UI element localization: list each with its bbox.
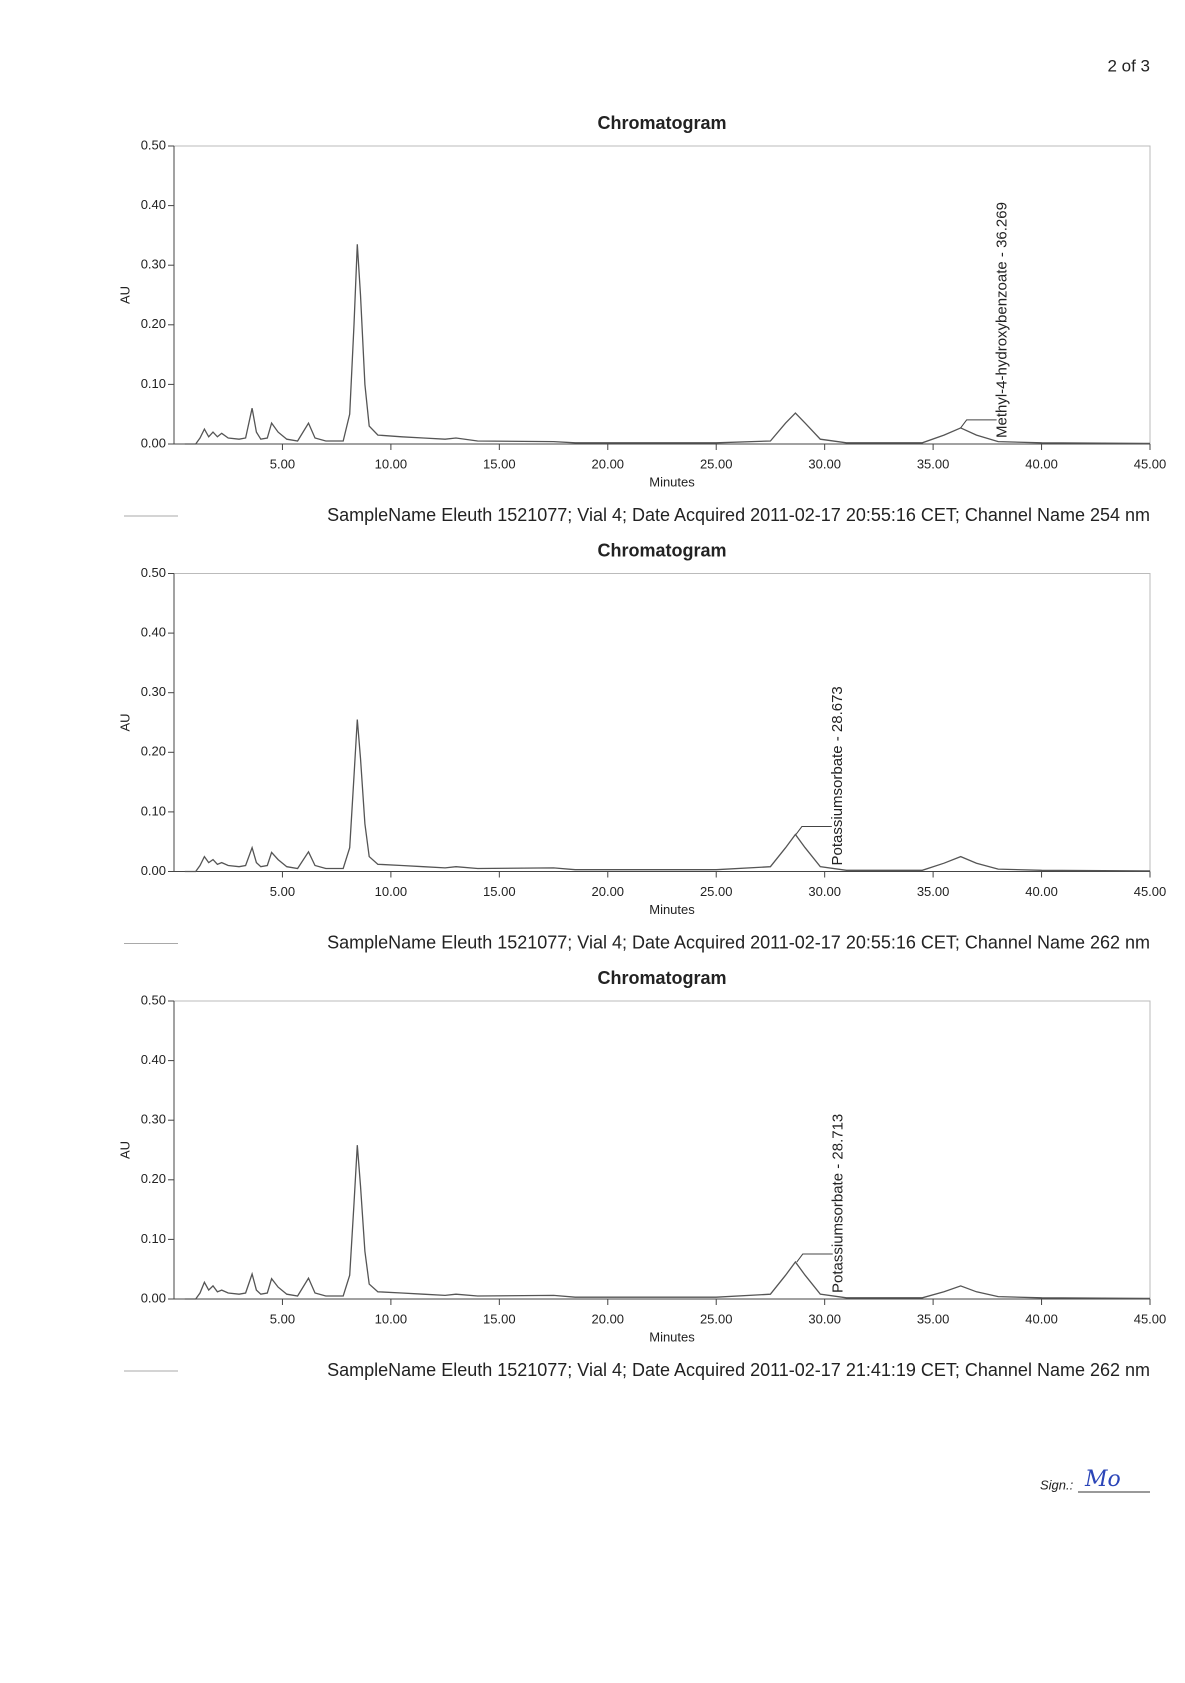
y-tick-label: 0.20 — [141, 1171, 166, 1186]
chromatogram-line — [184, 244, 1151, 445]
y-tick-label: 0.40 — [141, 197, 166, 212]
legend-label: SampleName Eleuth 1521077; Vial 4; Date … — [327, 932, 1150, 952]
peak-label: Potassiumsorbate - 28.673 — [829, 686, 846, 865]
x-tick-label: 45.00 — [1134, 884, 1167, 899]
x-tick-label: 45.00 — [1134, 1311, 1167, 1326]
plot-frame — [173, 1000, 1151, 1300]
x-axis-label: Minutes — [649, 902, 695, 917]
x-axis-label: Minutes — [649, 1329, 695, 1344]
annotation-leader — [960, 419, 997, 429]
y-tick-label: 0.00 — [141, 863, 166, 878]
y-tick-label: 0.20 — [141, 316, 166, 331]
plot-frame — [173, 573, 1151, 872]
y-axis-label: AU — [117, 1141, 132, 1159]
x-tick-label: 15.00 — [483, 456, 516, 471]
x-tick-label: 40.00 — [1025, 456, 1058, 471]
y-tick-label: 0.00 — [141, 435, 166, 450]
x-tick-label: 20.00 — [592, 1311, 625, 1326]
legend-label: SampleName Eleuth 1521077; Vial 4; Date … — [327, 505, 1150, 525]
y-tick-label: 0.50 — [141, 992, 166, 1007]
x-tick-label: 10.00 — [375, 1311, 408, 1326]
x-tick-label: 25.00 — [700, 884, 733, 899]
peak-label: Potassiumsorbate - 28.713 — [830, 1114, 847, 1293]
x-tick-label: 15.00 — [483, 884, 516, 899]
chart-title: Chromatogram — [597, 113, 726, 133]
y-tick-label: 0.40 — [141, 625, 166, 640]
x-tick-label: 25.00 — [700, 456, 733, 471]
x-tick-label: 35.00 — [917, 456, 950, 471]
x-tick-label: 5.00 — [270, 884, 295, 899]
x-axis-label: Minutes — [649, 474, 695, 489]
chromatogram-line — [184, 1145, 1151, 1300]
y-tick-label: 0.30 — [141, 1112, 166, 1127]
x-tick-label: 25.00 — [700, 1311, 733, 1326]
chart-title: Chromatogram — [597, 540, 726, 560]
x-tick-label: 5.00 — [270, 456, 295, 471]
annotation-leader — [796, 1253, 833, 1263]
chart-title: Chromatogram — [597, 968, 726, 988]
x-tick-label: 5.00 — [270, 1311, 295, 1326]
y-tick-label: 0.40 — [141, 1052, 166, 1067]
x-tick-label: 10.00 — [375, 884, 408, 899]
x-tick-label: 30.00 — [808, 1311, 841, 1326]
annotation-leader — [795, 826, 832, 835]
y-tick-label: 0.10 — [141, 376, 166, 391]
chromatogram-line — [184, 719, 1151, 873]
peak-label: Methyl-4-hydroxybenzoate - 36.269 — [994, 202, 1011, 438]
y-axis-label: AU — [117, 286, 132, 304]
y-tick-label: 0.00 — [141, 1290, 166, 1305]
x-tick-label: 35.00 — [917, 884, 950, 899]
x-tick-label: 15.00 — [483, 1311, 516, 1326]
x-tick-label: 20.00 — [592, 456, 625, 471]
signature: Mo — [1084, 1467, 1121, 1492]
y-tick-label: 0.20 — [141, 744, 166, 759]
y-axis-label: AU — [117, 713, 132, 731]
legend-label: SampleName Eleuth 1521077; Vial 4; Date … — [327, 1360, 1150, 1380]
page-number: 2 of 3 — [1107, 56, 1150, 75]
x-tick-label: 40.00 — [1025, 1311, 1058, 1326]
x-tick-label: 10.00 — [375, 456, 408, 471]
x-tick-label: 45.00 — [1134, 456, 1167, 471]
x-tick-label: 35.00 — [917, 1311, 950, 1326]
x-tick-label: 20.00 — [592, 884, 625, 899]
y-tick-label: 0.10 — [141, 803, 166, 818]
y-tick-label: 0.50 — [141, 565, 166, 580]
y-tick-label: 0.30 — [141, 257, 166, 272]
signature-label: Sign.: — [1040, 1477, 1074, 1492]
y-tick-label: 0.30 — [141, 684, 166, 699]
x-tick-label: 40.00 — [1025, 884, 1058, 899]
x-tick-label: 30.00 — [808, 884, 841, 899]
y-tick-label: 0.50 — [141, 137, 166, 152]
x-tick-label: 30.00 — [808, 456, 841, 471]
y-tick-label: 0.10 — [141, 1231, 166, 1246]
